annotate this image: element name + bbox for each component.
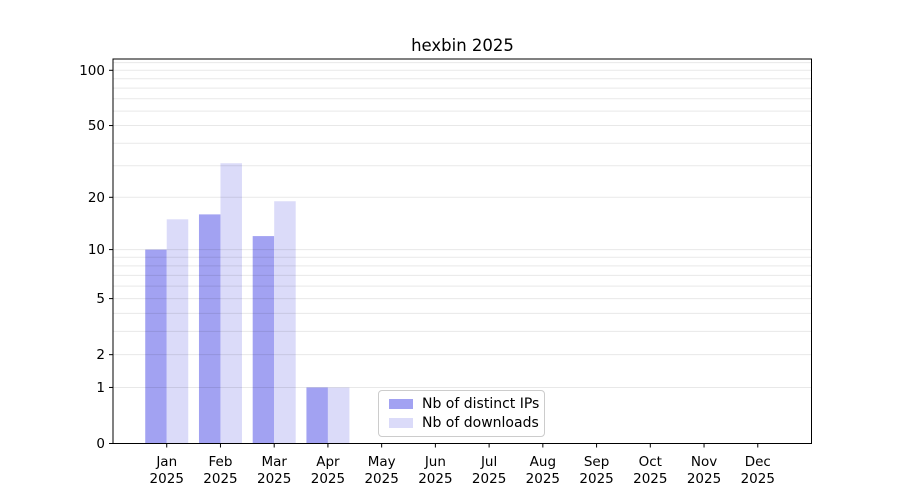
bar-downloads-apr xyxy=(327,387,350,444)
x-tick-label-month-may: May xyxy=(368,454,396,470)
x-tick-label-month-jul: Jul xyxy=(480,454,497,470)
x-tick-label-year-nov: 2025 xyxy=(687,471,721,487)
x-tick-label-year-dec: 2025 xyxy=(741,471,775,487)
x-tick-label-year-jul: 2025 xyxy=(472,471,506,487)
chart-title: hexbin 2025 xyxy=(411,36,514,55)
bar-ips-jan xyxy=(145,249,167,444)
legend-label-distinct-ips: Nb of distinct IPs xyxy=(422,396,540,412)
y-tick-label-1: 1 xyxy=(96,380,105,396)
x-tick-label-month-aug: Aug xyxy=(530,454,556,470)
y-tick-label-100: 100 xyxy=(79,63,105,79)
legend-item-downloads: Nb of downloads xyxy=(389,415,544,431)
x-tick-label-month-sep: Sep xyxy=(584,454,609,470)
legend-item-distinct-ips: Nb of distinct IPs xyxy=(389,396,544,412)
x-tick-label-year-aug: 2025 xyxy=(526,471,560,487)
bar-downloads-jan xyxy=(166,219,189,444)
x-tick-label-year-jun: 2025 xyxy=(418,471,452,487)
x-tick-label-year-may: 2025 xyxy=(364,471,398,487)
axes-spines xyxy=(112,58,812,444)
bar-ips-apr xyxy=(306,387,328,444)
y-tick-label-0: 0 xyxy=(96,436,105,452)
legend: Nb of distinct IPs Nb of downloads xyxy=(378,390,545,437)
bar-ips-feb xyxy=(198,214,221,444)
y-tick-label-5: 5 xyxy=(96,291,105,307)
x-tick-label-month-dec: Dec xyxy=(745,454,771,470)
x-tick-label-year-jan: 2025 xyxy=(150,471,184,487)
x-tick-label-month-jan: Jan xyxy=(155,454,177,470)
bar-downloads-feb xyxy=(220,163,242,444)
y-tick-label-2: 2 xyxy=(96,347,105,363)
x-tick-label-year-mar: 2025 xyxy=(257,471,291,487)
x-tick-label-year-oct: 2025 xyxy=(633,471,667,487)
legend-label-downloads: Nb of downloads xyxy=(422,415,539,431)
y-tick-label-50: 50 xyxy=(88,118,105,134)
x-tick-label-month-nov: Nov xyxy=(691,454,717,470)
legend-swatch-downloads xyxy=(389,418,413,428)
x-tick-label-month-apr: Apr xyxy=(316,454,340,470)
x-tick-label-month-feb: Feb xyxy=(209,454,233,470)
bar-downloads-mar xyxy=(274,201,296,444)
x-tick-label-year-apr: 2025 xyxy=(311,471,345,487)
x-tick-label-month-oct: Oct xyxy=(639,454,662,470)
legend-swatch-distinct-ips xyxy=(389,399,413,409)
x-tick-label-month-mar: Mar xyxy=(261,454,287,470)
x-tick-label-year-sep: 2025 xyxy=(579,471,613,487)
y-tick-label-10: 10 xyxy=(88,242,105,258)
y-tick-label-20: 20 xyxy=(88,190,105,206)
x-tick-label-month-jun: Jun xyxy=(424,454,446,470)
x-tick-label-year-feb: 2025 xyxy=(203,471,237,487)
bar-ips-mar xyxy=(252,236,275,444)
